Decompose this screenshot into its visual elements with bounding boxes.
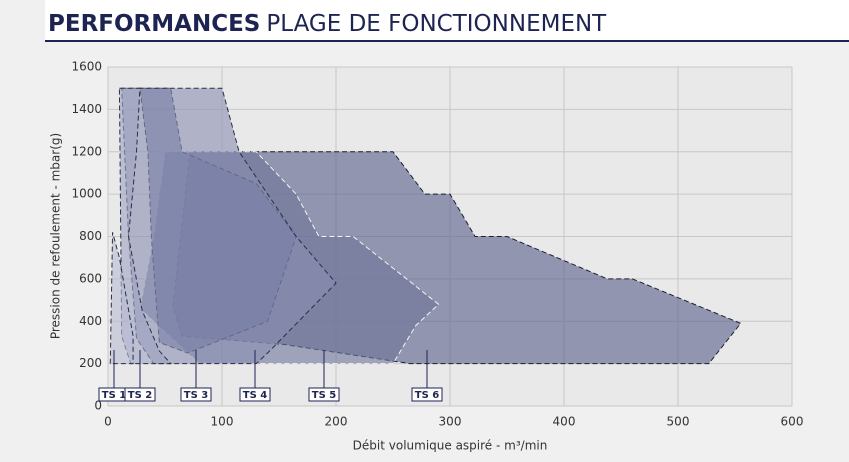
- y-tick-label: 800: [79, 229, 102, 243]
- y-tick-label: 0: [94, 399, 102, 413]
- x-tick-label: 300: [439, 415, 462, 429]
- title-bold: PERFORMANCES: [48, 11, 260, 37]
- x-axis-label: Débit volumique aspiré - m³/min: [353, 439, 548, 453]
- y-tick-label: 1600: [71, 60, 102, 74]
- series-label: TS 3: [184, 390, 209, 401]
- x-tick-label: 500: [667, 415, 690, 429]
- y-axis-label: Pression de refoulement - mbar(g): [49, 133, 63, 339]
- x-tick-label: 200: [325, 415, 348, 429]
- label-box: [239, 387, 271, 402]
- envelope: [109, 232, 134, 365]
- x-tick-label: 400: [553, 415, 576, 429]
- series-label: TS 6: [415, 390, 440, 401]
- series-label: TS 1: [102, 390, 127, 401]
- label-box: [180, 387, 212, 402]
- y-tick-label: 400: [79, 314, 102, 328]
- title-bar: [45, 0, 849, 40]
- label-box: [411, 387, 443, 402]
- envelope: [118, 87, 172, 365]
- series-label: TS 4: [243, 390, 268, 401]
- label-box: [124, 387, 156, 402]
- label-box: [308, 387, 340, 402]
- title-rest: PLAGE DE FONCTIONNEMENT: [266, 11, 607, 37]
- y-tick-label: 1400: [71, 102, 102, 116]
- title: PERFORMANCES PLAGE DE FONCTIONNEMENT: [48, 11, 607, 37]
- x-tick-label: 100: [211, 415, 234, 429]
- series-label: TS 5: [312, 390, 337, 401]
- y-tick-label: 200: [79, 356, 102, 370]
- x-tick-label: 0: [104, 415, 112, 429]
- series-label: TS 2: [128, 390, 153, 401]
- y-tick-label: 1000: [71, 187, 102, 201]
- x-tick-label: 600: [781, 415, 804, 429]
- y-tick-label: 600: [79, 271, 102, 285]
- y-tick-label: 1200: [71, 144, 102, 158]
